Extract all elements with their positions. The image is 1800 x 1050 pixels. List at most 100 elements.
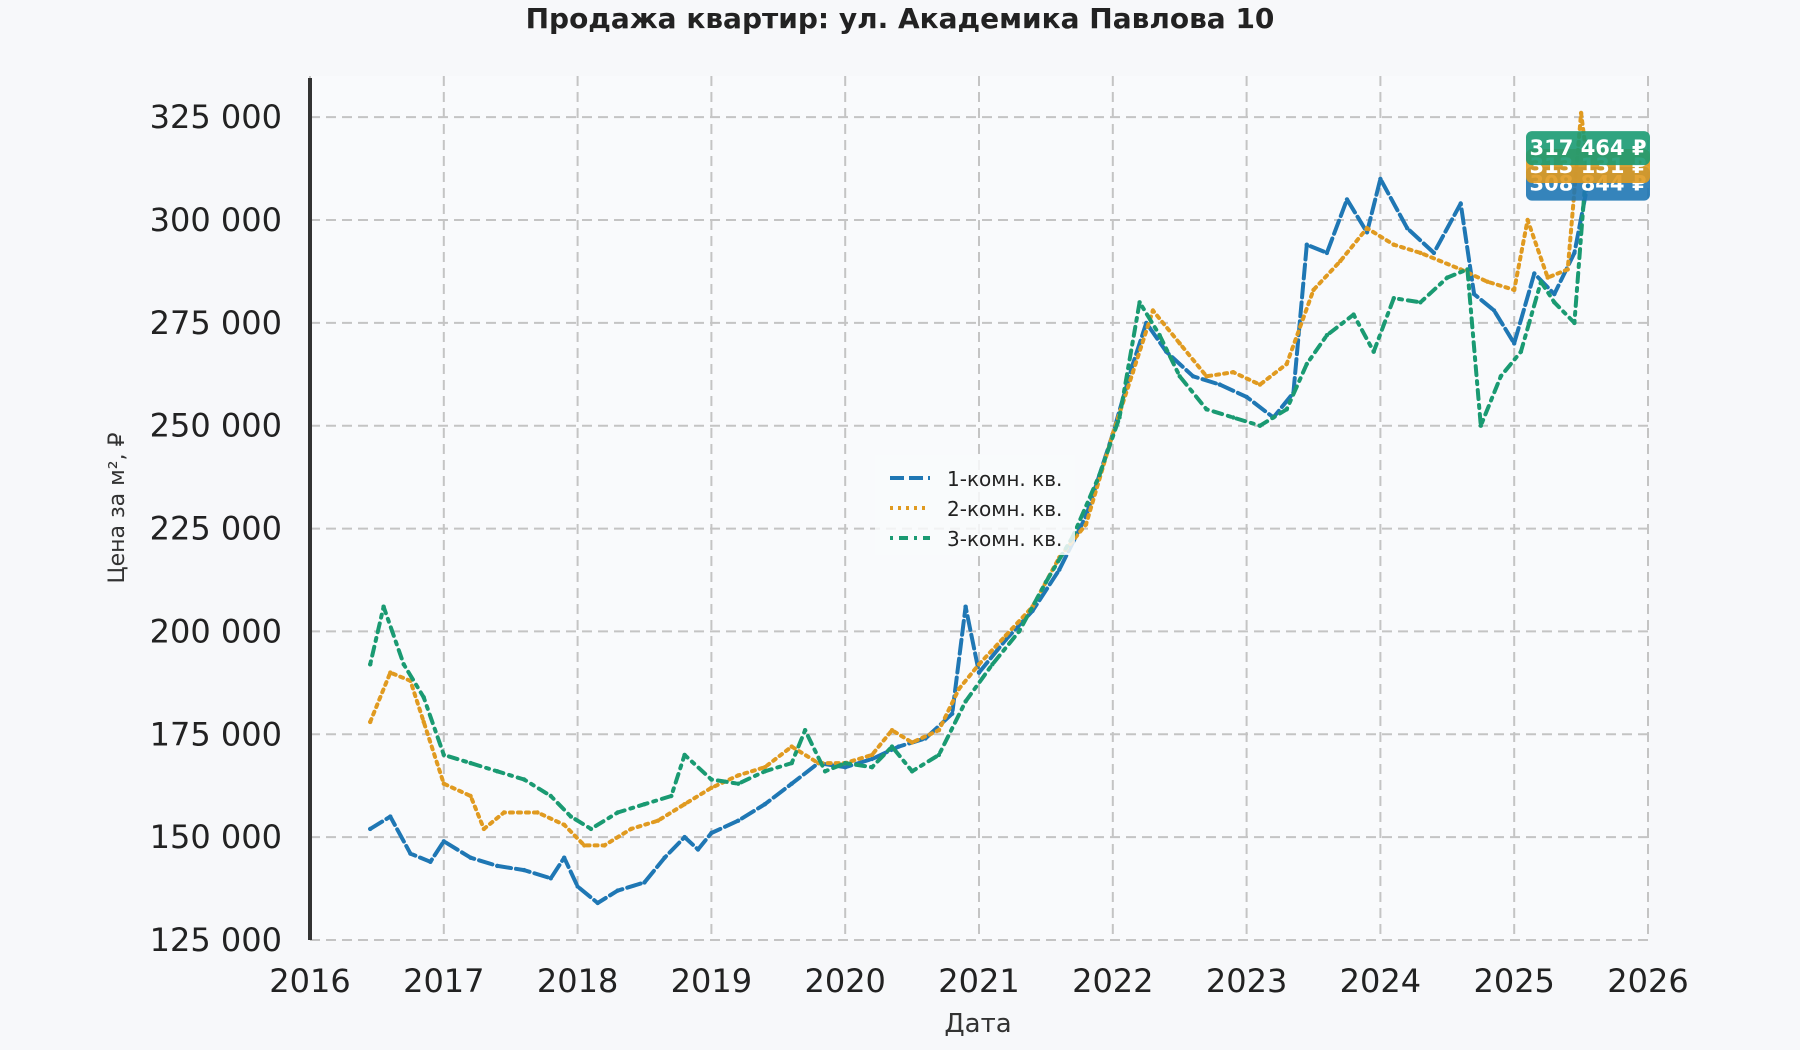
x-tick-label: 2021	[938, 962, 1019, 1000]
data-point	[368, 662, 373, 667]
data-point	[381, 604, 386, 609]
data-point	[595, 900, 600, 906]
data-point	[889, 744, 895, 749]
data-point	[408, 851, 413, 856]
data-point	[655, 818, 661, 823]
data-point	[682, 802, 687, 807]
data-point	[1445, 275, 1450, 280]
data-point	[1257, 382, 1263, 387]
data-point	[1003, 633, 1008, 638]
data-point	[521, 867, 527, 873]
data-point	[909, 769, 915, 774]
data-point	[669, 793, 674, 799]
data-point	[736, 773, 741, 778]
data-point	[869, 752, 875, 758]
data-point	[950, 711, 955, 716]
series-line-2room	[368, 111, 1590, 848]
data-point	[388, 670, 393, 675]
data-point	[869, 756, 875, 762]
data-point	[1043, 579, 1049, 585]
data-point	[468, 855, 473, 860]
data-point	[1177, 341, 1182, 346]
x-tick-label: 2019	[671, 962, 752, 1000]
axes: 2016 2017 2018 2019 2020 2021 2022 2023 2024 2025…	[150, 78, 1689, 1000]
data-point	[1578, 110, 1584, 116]
x-tick-label: 2025	[1473, 962, 1554, 1000]
data-point	[1478, 423, 1484, 428]
data-point	[1016, 629, 1022, 634]
data-point	[575, 884, 580, 889]
data-point	[1338, 258, 1343, 264]
data-point	[1231, 370, 1236, 375]
data-point	[1538, 279, 1544, 284]
data-point	[1257, 423, 1263, 428]
data-point	[1405, 226, 1410, 231]
final-value-label: 317 464 ₽	[1530, 136, 1647, 160]
x-tick-label: 2017	[403, 962, 484, 1000]
data-point	[1565, 267, 1570, 272]
data-point	[709, 785, 714, 790]
data-point	[421, 719, 426, 725]
data-point	[562, 855, 567, 860]
y-tick-label: 300 000	[150, 201, 282, 239]
data-point	[822, 769, 828, 774]
data-point	[869, 765, 875, 770]
data-point	[1117, 415, 1122, 420]
data-point	[1485, 279, 1490, 284]
y-tick-label: 225 000	[150, 510, 282, 548]
legend: 1-комн. кв. 2-комн. кв. 3-комн. кв.	[875, 455, 1075, 555]
data-point	[1284, 407, 1289, 412]
data-point	[1244, 394, 1249, 400]
data-point	[1512, 341, 1517, 346]
data-point	[1324, 333, 1330, 338]
data-point	[936, 752, 942, 758]
data-point	[428, 859, 433, 864]
data-point	[1324, 250, 1330, 256]
data-point	[976, 662, 982, 667]
data-point	[1284, 361, 1289, 367]
data-point	[1130, 370, 1136, 375]
data-point	[441, 781, 446, 786]
data-point	[1378, 176, 1383, 182]
data-point	[1418, 300, 1423, 305]
data-point	[956, 686, 962, 692]
data-point	[682, 752, 687, 758]
data-point	[1431, 250, 1437, 256]
final-value-badge	[1526, 131, 1650, 166]
data-point	[909, 740, 915, 745]
data-point	[762, 769, 768, 774]
data-point	[1351, 312, 1356, 317]
data-point	[388, 814, 393, 819]
data-point	[535, 810, 540, 815]
y-tick-label: 250 000	[150, 407, 282, 445]
data-point	[501, 810, 507, 815]
data-point	[1512, 287, 1517, 293]
data-point	[441, 839, 446, 844]
x-tick-label: 2016	[269, 962, 350, 1000]
data-point	[1532, 271, 1537, 276]
data-point	[1083, 522, 1089, 527]
data-point	[1150, 308, 1156, 313]
data-point	[1304, 242, 1310, 247]
data-point	[521, 777, 527, 782]
y-tick-label: 200 000	[150, 612, 282, 650]
data-point	[562, 822, 567, 827]
data-point	[963, 604, 968, 609]
data-point	[789, 760, 794, 766]
x-axis-label: Дата	[944, 1009, 1011, 1039]
data-point	[1491, 308, 1497, 313]
data-point	[1097, 472, 1102, 478]
legend-label-1room: 1-комн. кв.	[947, 467, 1062, 491]
data-point	[1137, 300, 1142, 305]
x-tick-label: 2022	[1072, 962, 1153, 1000]
data-point	[695, 847, 701, 852]
data-point	[481, 826, 487, 832]
data-point	[368, 719, 373, 725]
data-point	[495, 769, 500, 774]
data-point	[1498, 374, 1504, 379]
data-point	[368, 826, 373, 832]
data-point	[441, 752, 446, 758]
data-point	[1552, 291, 1557, 297]
data-point	[1418, 250, 1423, 256]
